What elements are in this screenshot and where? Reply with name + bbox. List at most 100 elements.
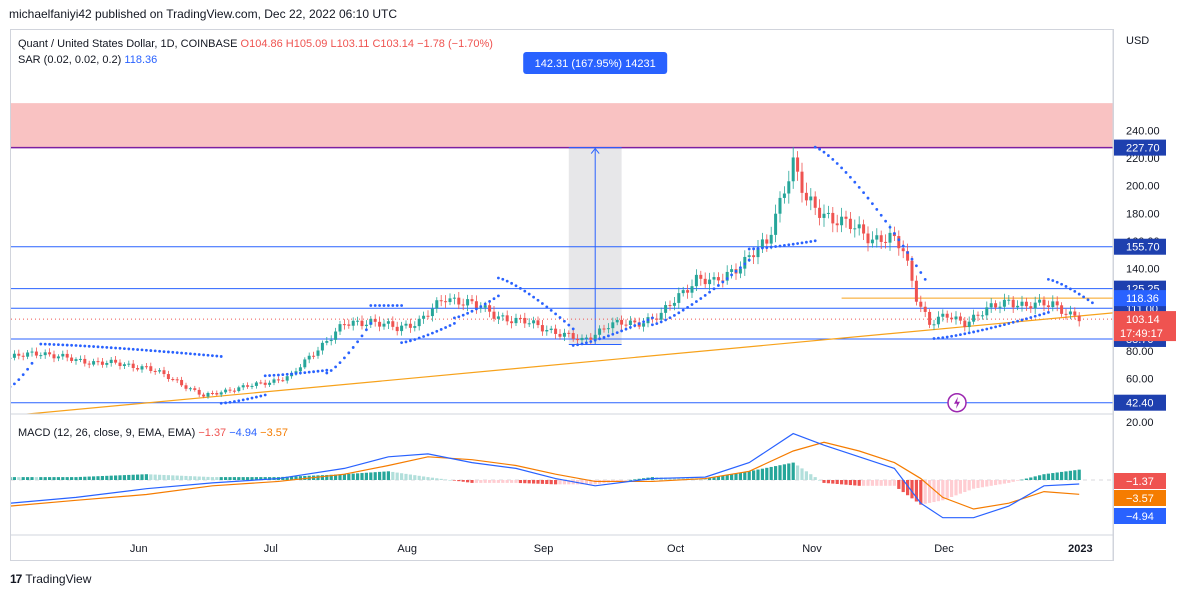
sar-dot: [233, 400, 236, 403]
macd-hist-bar: [681, 477, 685, 480]
sar-dot: [831, 157, 835, 161]
candle-body: [382, 323, 386, 327]
candle-body: [668, 305, 672, 307]
candle-body: [316, 350, 320, 356]
time-tick-label: Jun: [130, 543, 148, 555]
sar-dot: [686, 306, 689, 309]
macd-hist-bar: [989, 480, 993, 486]
sar-dot: [505, 279, 509, 283]
sar-dot: [96, 345, 100, 349]
candle-body: [699, 274, 703, 279]
candle-body: [334, 331, 338, 340]
sar-dot: [805, 240, 808, 244]
sar-dot: [312, 370, 315, 374]
candle-body: [545, 330, 549, 332]
macd-hist-bar: [580, 480, 584, 485]
sar-dot: [752, 247, 755, 251]
tv-logo-text: TradingView: [25, 572, 92, 586]
candle-body: [188, 388, 192, 390]
candle-body: [140, 366, 144, 370]
macd-hist-bar: [488, 480, 492, 483]
candle-body: [303, 359, 307, 368]
macd-hist-bar: [162, 474, 166, 480]
sar-dot: [1042, 312, 1046, 316]
sar-dot: [897, 238, 901, 242]
candle-body: [1024, 301, 1028, 307]
macd-hist-bar: [862, 480, 866, 486]
candle-body: [655, 318, 659, 320]
candle-body: [43, 352, 47, 356]
candle-body: [488, 305, 492, 312]
price-tick-label: 180.00: [1126, 208, 1160, 220]
sar-value: 118.36: [124, 54, 158, 66]
macd-hist-bar: [549, 480, 553, 485]
resistance-zone: [11, 103, 1113, 148]
sar-dot: [246, 397, 250, 401]
macd-hist-bar: [228, 477, 232, 480]
candle-body: [875, 235, 879, 240]
candle-body: [598, 328, 602, 335]
candle-body: [716, 277, 720, 281]
macd-hist-bar: [118, 475, 122, 480]
sar-dot: [1069, 287, 1072, 291]
sar-dot: [730, 273, 733, 277]
sar-dot: [598, 337, 601, 341]
candle-body: [848, 218, 852, 230]
macd-badge-signal: −4.94: [1126, 511, 1154, 523]
candle-body: [642, 323, 646, 327]
candle-body: [369, 318, 373, 325]
macd-hist-bar: [1068, 470, 1072, 480]
sar-dot: [822, 150, 826, 154]
macd-hist-bar: [901, 480, 905, 493]
macd-hist-bar: [325, 474, 329, 480]
sar-dot: [915, 264, 918, 268]
sar-dot: [796, 242, 799, 245]
macd-hist-bar: [1073, 470, 1077, 480]
candle-body: [760, 239, 764, 249]
tradingview-logo[interactable]: 17 TradingView: [10, 572, 91, 586]
macd-hist-bar: [202, 476, 206, 480]
macd-hist-bar: [378, 471, 382, 480]
countdown-label: 17:49:17: [1120, 328, 1163, 340]
sar-dot: [356, 340, 359, 344]
candle-body: [523, 317, 527, 324]
candle-body: [866, 233, 870, 244]
sar-dot: [140, 348, 144, 352]
candle-body: [879, 235, 883, 242]
candle-body: [1016, 305, 1020, 308]
macd-hist-bar: [215, 477, 219, 480]
sar-dot: [391, 304, 395, 307]
sar-dot: [277, 373, 280, 377]
macd-hist-bar: [479, 480, 483, 483]
candle-body: [901, 248, 905, 252]
macd-hist-bar: [144, 474, 148, 480]
candle-body: [444, 301, 448, 303]
macd-hist-bar: [1055, 472, 1059, 480]
sar-dot: [457, 315, 461, 319]
sar-dot: [79, 344, 82, 348]
time-tick-label: Nov: [802, 543, 822, 555]
sar-dot: [571, 327, 575, 331]
macd-hist-bar: [1024, 478, 1028, 480]
candle-body: [932, 324, 936, 326]
macd-hist-bar: [180, 475, 184, 480]
candle-body: [831, 212, 835, 224]
candle-body: [919, 301, 923, 307]
macd-hist-bar: [1020, 479, 1024, 481]
sar-dot: [483, 302, 487, 306]
sar-dot: [611, 332, 615, 336]
candle-body: [65, 353, 69, 358]
sar-dot: [620, 329, 623, 333]
macd-hist-bar: [342, 474, 346, 480]
sar-dot: [642, 320, 645, 324]
candle-body: [268, 382, 272, 385]
sar-dot: [545, 305, 549, 309]
candle-body: [536, 320, 540, 326]
sar-dot: [294, 372, 298, 375]
level-badge-bg: [1114, 139, 1166, 156]
sar-dot: [497, 276, 500, 280]
candle-body: [774, 213, 778, 235]
candle-body: [219, 392, 223, 395]
sar-dot: [945, 335, 949, 339]
